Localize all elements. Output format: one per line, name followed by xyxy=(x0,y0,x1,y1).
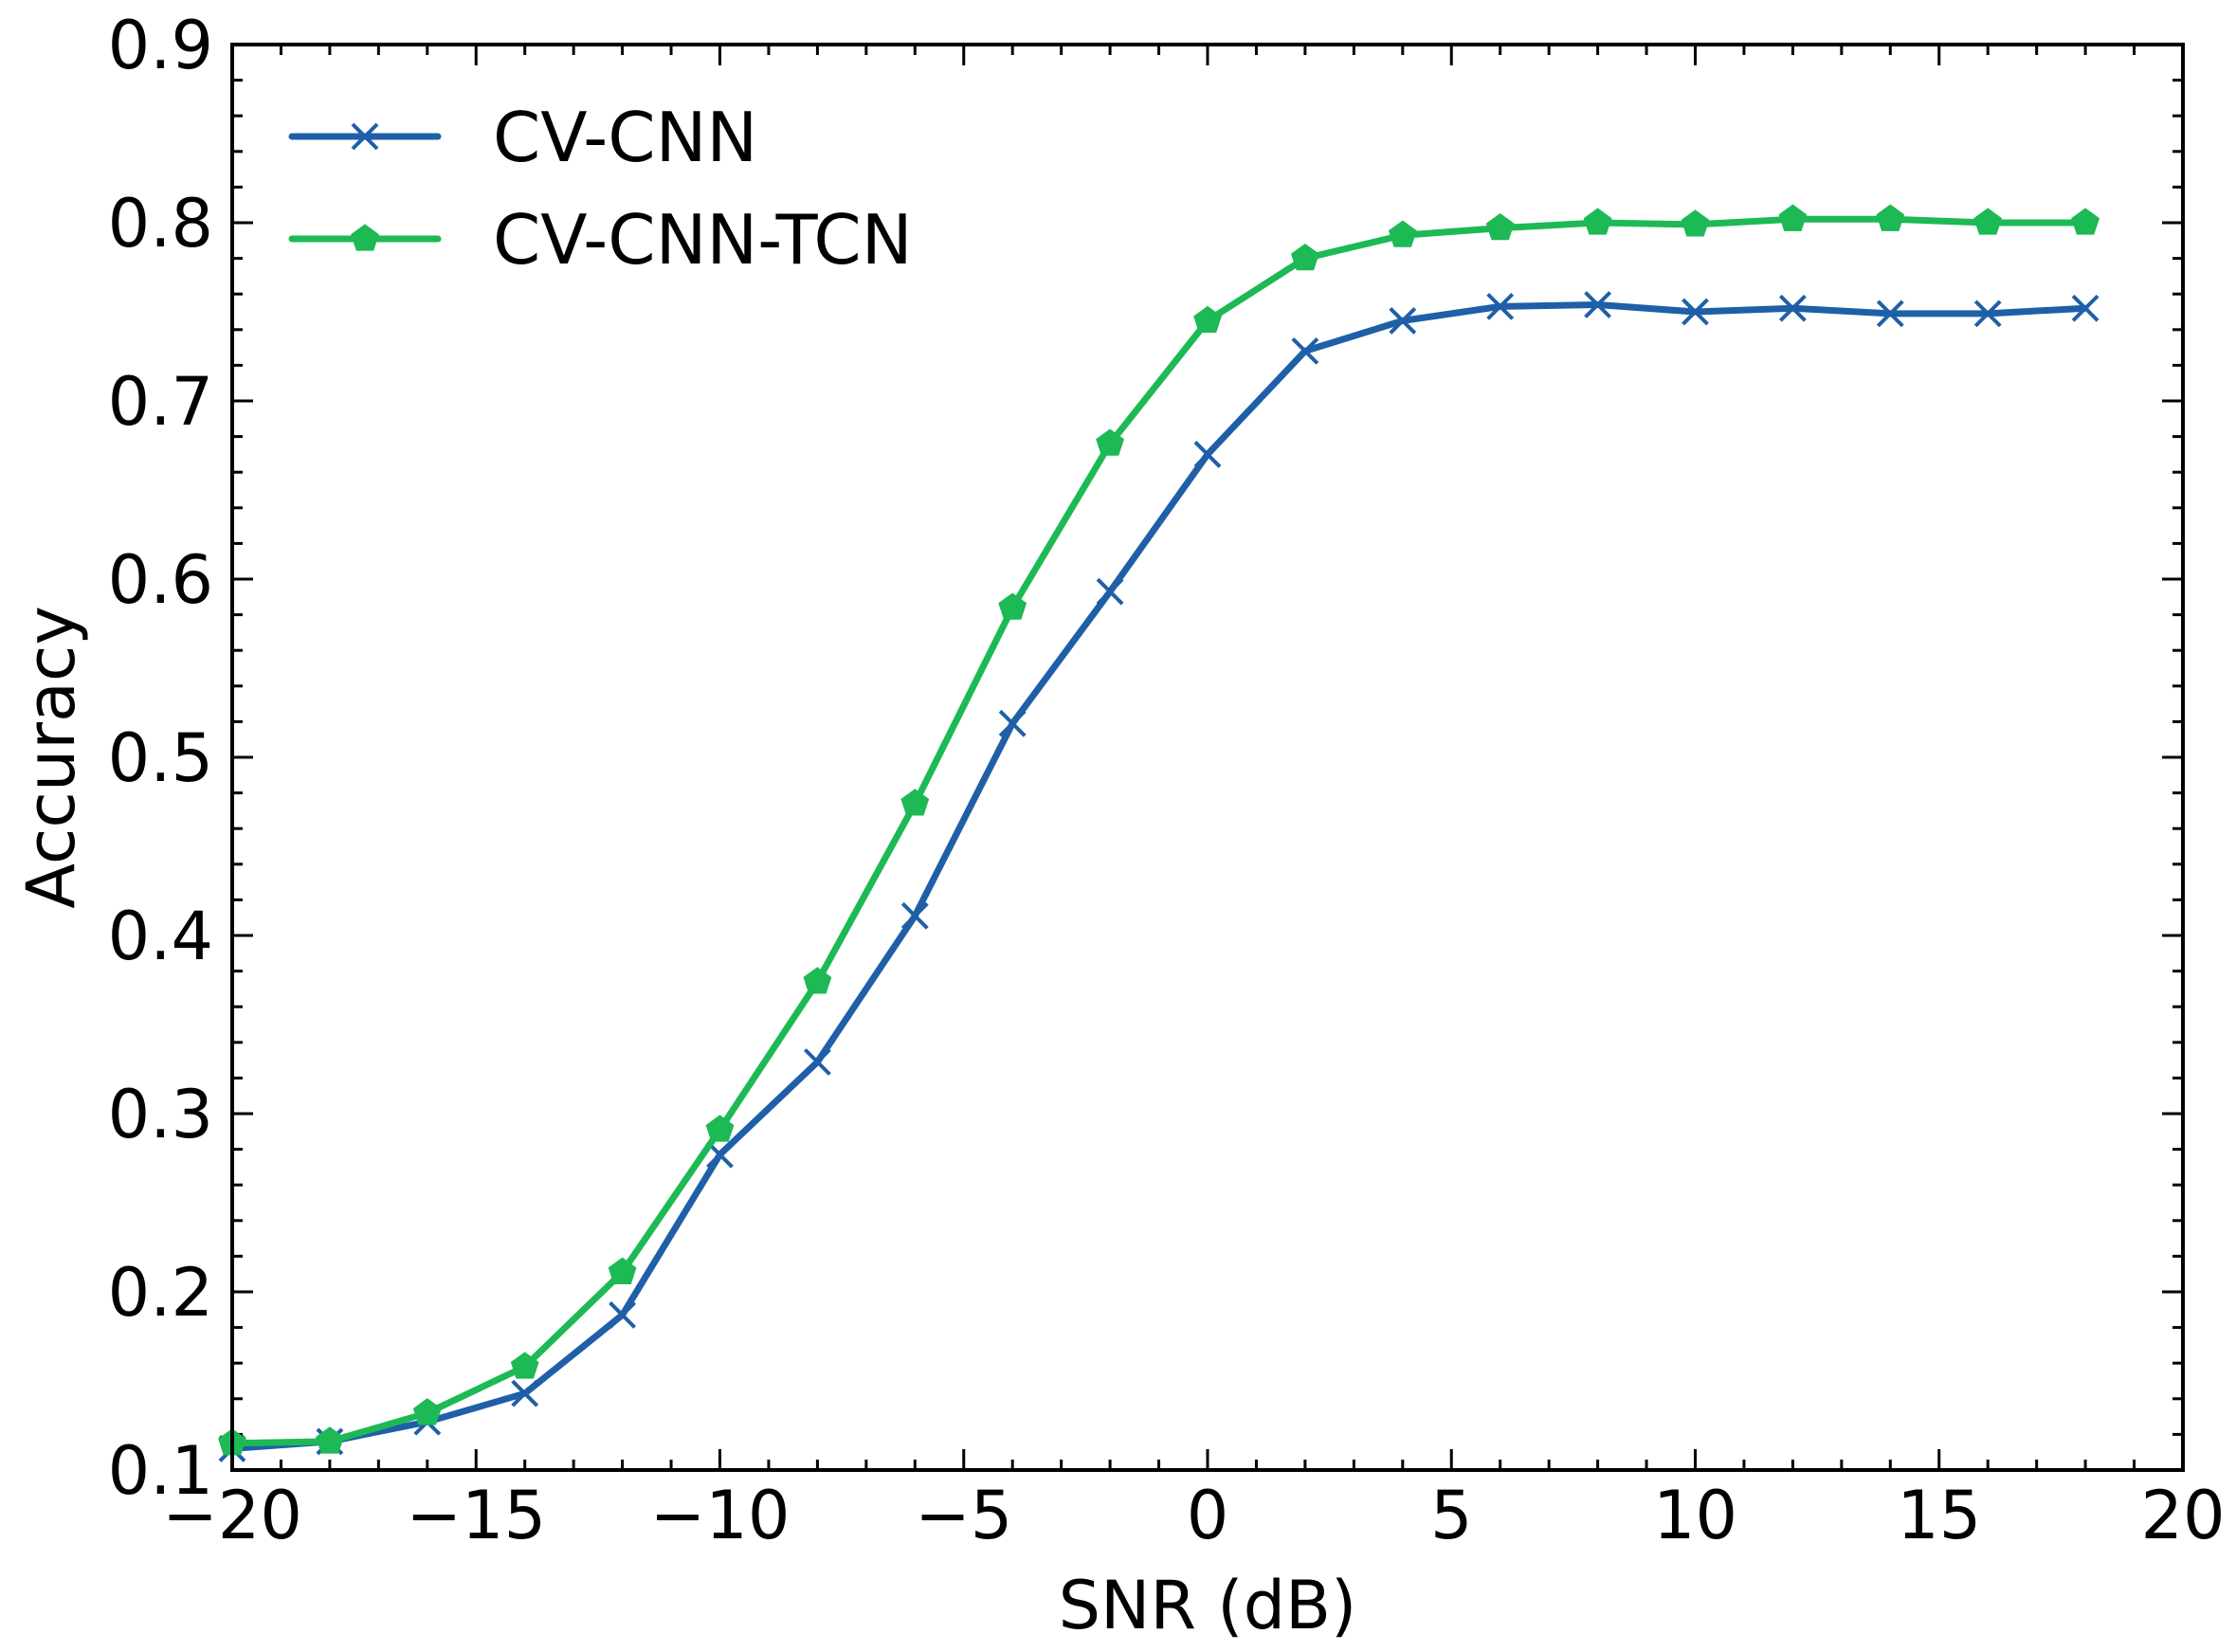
data-point-cv-cnn-tcn xyxy=(2071,208,2100,235)
y-tick-label: 0.3 xyxy=(108,1076,213,1153)
x-tick-label: −10 xyxy=(650,1477,791,1554)
data-point-cv-cnn-tcn xyxy=(1778,204,1808,231)
data-point-cv-cnn xyxy=(998,709,1027,737)
data-point-cv-cnn xyxy=(1389,306,1417,335)
data-point-cv-cnn-tcn xyxy=(803,967,832,994)
legend-item-cv-cnn-tcn: CV-CNN-TCN xyxy=(288,200,913,280)
x-tick-label: 5 xyxy=(1430,1477,1473,1554)
data-point-cv-cnn xyxy=(803,1048,831,1076)
legend-marker-cv-cnn xyxy=(351,122,379,151)
data-point-cv-cnn-tcn xyxy=(1096,428,1124,456)
x-tick-label: 20 xyxy=(2140,1477,2225,1554)
y-tick-label: 0.5 xyxy=(108,719,213,797)
y-axis-title: Accuracy xyxy=(12,606,90,909)
series-cv-cnn-tcn xyxy=(218,204,2100,1456)
x-tick-label: −15 xyxy=(406,1477,546,1554)
x-tick-labels: −20 −15 −10 −5 0 5 10 15 20 xyxy=(162,1477,2225,1554)
x-tick-label: 10 xyxy=(1653,1477,1737,1554)
x-axis-title: SNR (dB) xyxy=(1059,1567,1357,1644)
data-point-cv-cnn-tcn xyxy=(412,1398,442,1425)
y-tick-label: 0.7 xyxy=(108,363,213,441)
data-point-cv-cnn-tcn xyxy=(510,1352,539,1379)
data-point-cv-cnn xyxy=(1778,294,1807,322)
data-point-cv-cnn xyxy=(1876,300,1904,328)
data-point-cv-cnn-tcn xyxy=(998,592,1027,620)
plot-frame xyxy=(230,43,2185,1472)
legend-label: CV-CNN xyxy=(493,98,757,177)
legend-item-cv-cnn: CV-CNN xyxy=(288,98,757,177)
data-point-cv-cnn xyxy=(1096,577,1124,606)
data-point-cv-cnn-tcn xyxy=(900,789,930,816)
data-point-cv-cnn-tcn xyxy=(1681,209,1710,237)
x-tick-label: 15 xyxy=(1897,1477,1981,1554)
data-point-cv-cnn-tcn xyxy=(705,1115,735,1142)
data-point-cv-cnn-tcn xyxy=(316,1426,344,1454)
x-tick-label: −5 xyxy=(915,1477,1012,1554)
data-point-cv-cnn xyxy=(2071,294,2100,322)
data-point-cv-cnn xyxy=(1584,291,1612,318)
x-tick-label: 0 xyxy=(1187,1477,1229,1554)
data-point-cv-cnn xyxy=(1193,440,1222,468)
y-tick-label: 0.8 xyxy=(108,185,213,263)
series-layer xyxy=(218,204,2100,1462)
y-tick-labels: 0.1 0.2 0.3 0.4 0.5 0.6 0.7 0.8 0.9 xyxy=(108,7,213,1510)
series-line-cv-cnn xyxy=(228,301,2089,1452)
y-tick-label: 0.9 xyxy=(108,7,213,84)
y-tick-label: 0.6 xyxy=(108,541,213,619)
data-point-cv-cnn-tcn xyxy=(1876,204,1905,231)
y-tick-label: 0.4 xyxy=(108,898,213,975)
data-point-cv-cnn-tcn xyxy=(1193,305,1222,333)
data-point-cv-cnn xyxy=(1291,336,1319,365)
legend: CV-CNN CV-CNN-TCN xyxy=(288,98,913,280)
y-tick-label: 0.1 xyxy=(108,1432,213,1510)
legend-marker-cv-cnn-tcn xyxy=(351,224,379,251)
data-point-cv-cnn xyxy=(609,1301,637,1329)
x-tick-label: −20 xyxy=(162,1477,302,1554)
series-line-cv-cnn-tcn xyxy=(228,215,2089,1447)
data-point-cv-cnn xyxy=(1486,292,1515,320)
data-point-cv-cnn-tcn xyxy=(1973,208,2003,235)
data-point-cv-cnn xyxy=(1973,300,2002,328)
y-tick-label: 0.2 xyxy=(108,1254,213,1332)
data-point-cv-cnn xyxy=(511,1379,539,1407)
data-point-cv-cnn-tcn xyxy=(608,1257,637,1284)
legend-label: CV-CNN-TCN xyxy=(493,200,913,280)
data-point-cv-cnn-tcn xyxy=(1583,208,1612,235)
data-point-cv-cnn xyxy=(1682,298,1709,326)
data-point-cv-cnn-tcn xyxy=(1485,212,1515,241)
data-point-cv-cnn-tcn xyxy=(1291,243,1319,271)
data-point-cv-cnn-tcn xyxy=(1388,220,1417,247)
data-point-cv-cnn xyxy=(900,901,929,930)
